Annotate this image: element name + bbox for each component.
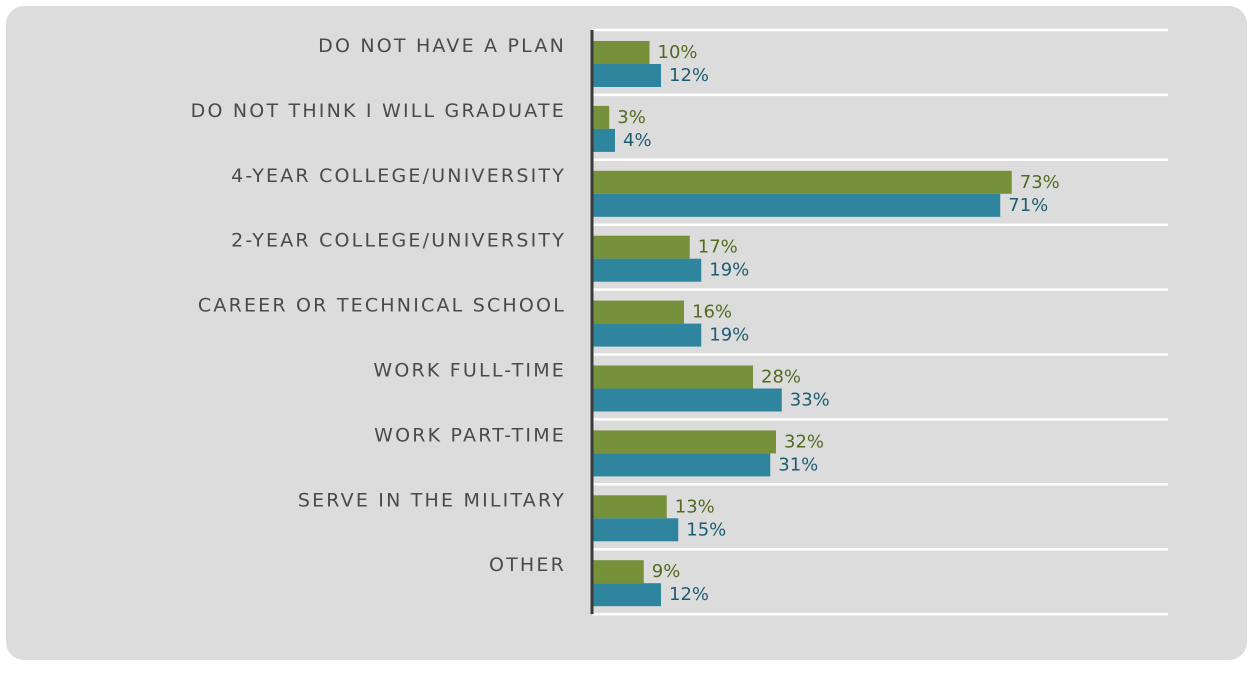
category-label: SERVE IN THE MILITARY [298,489,566,511]
bar-series-a [592,495,667,519]
value-label-series-a: 9% [652,561,681,582]
category-label: DO NOT THINK I WILL GRADUATE [191,100,566,122]
category-label: WORK PART-TIME [374,424,566,446]
value-label-series-b: 15% [686,519,726,540]
value-label-series-b: 19% [709,260,749,281]
bar-series-a [592,105,610,129]
bar-series-b [592,583,661,607]
category-label: OTHER [489,554,566,576]
category-label: 4-YEAR COLLEGE/UNIVERSITY [231,165,566,187]
value-label-series-a: 10% [658,42,698,63]
bar-series-a [592,300,684,324]
bar-series-b [592,518,679,542]
bar-series-b [592,323,702,347]
value-label-series-b: 12% [669,584,709,605]
value-label-series-b: 31% [778,454,818,475]
bar-series-b [592,258,702,282]
value-label-series-a: 13% [675,496,715,517]
bar-series-b [592,64,661,87]
bar-series-b [592,388,782,412]
value-label-series-a: 28% [761,367,801,388]
bar-series-a [592,560,644,584]
category-label: WORK FULL-TIME [373,360,566,382]
value-label-series-b: 19% [709,325,749,346]
category-label: 2-YEAR COLLEGE/UNIVERSITY [231,230,566,252]
value-label-series-b: 12% [669,65,709,86]
value-label-series-b: 33% [790,390,830,411]
value-label-series-a: 32% [784,431,824,452]
value-label-series-b: 4% [623,130,652,151]
value-label-series-a: 3% [617,107,646,128]
category-label: CAREER OR TECHNICAL SCHOOL [198,295,566,317]
bar-series-a [592,170,1012,194]
bar-series-a [592,41,650,64]
value-label-series-a: 16% [692,302,732,323]
value-label-series-a: 17% [698,237,738,258]
bar-series-a [592,365,753,389]
category-label: DO NOT HAVE A PLAN [318,35,566,57]
bar-series-a [592,235,690,259]
bar-series-b [592,453,771,477]
bar-series-a [592,430,776,454]
value-label-series-b: 71% [1008,195,1048,216]
bar-series-b [592,193,1001,217]
value-label-series-a: 73% [1020,172,1060,193]
bar-series-b [592,128,615,152]
